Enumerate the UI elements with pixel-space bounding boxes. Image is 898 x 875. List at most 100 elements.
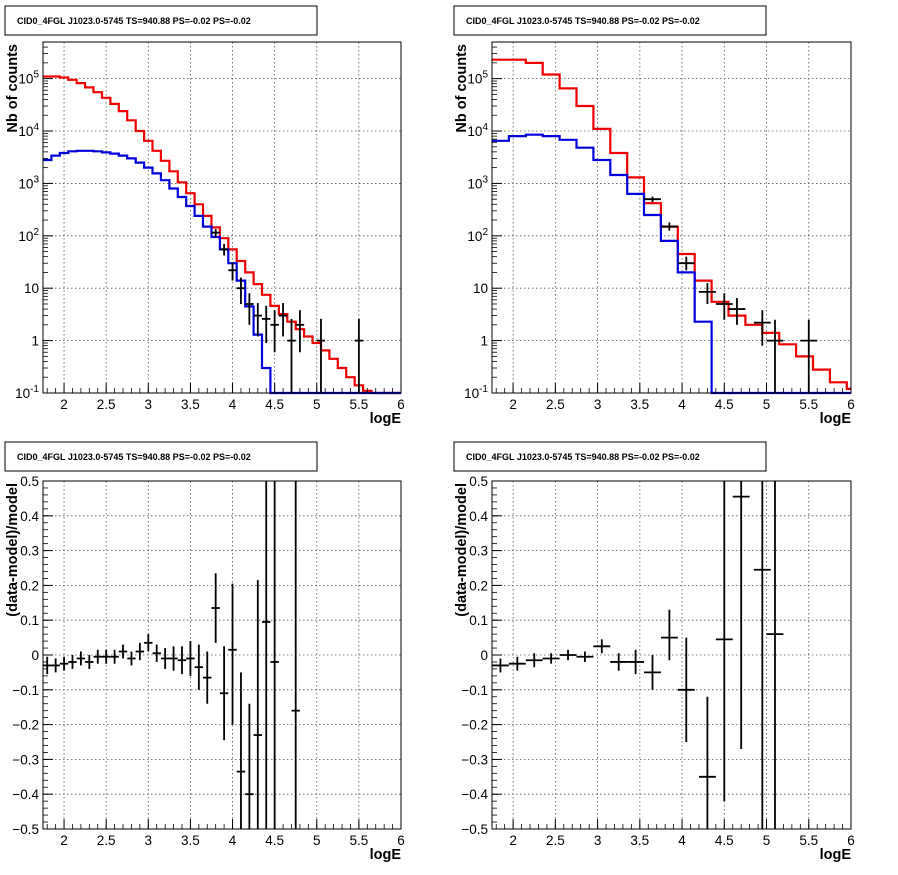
data-point [118,644,128,659]
data-point [203,651,212,704]
y-tick-label: 104 [467,122,488,139]
data-point [644,196,661,203]
title-box [4,441,318,472]
x-tick-label: 2.5 [546,833,565,848]
data-point [152,644,161,662]
x-tick-label: 2 [509,397,517,412]
y-tick-label: 102 [467,227,488,244]
data-point [144,634,153,652]
y-tick-label: 0.4 [469,509,488,524]
y-tick-label: 1 [480,334,488,349]
data-point [270,310,279,353]
y-tick-label: 0.5 [469,474,488,489]
data-point [253,303,263,337]
data-point [211,228,220,237]
data-point [316,318,326,393]
total-model-histogram [492,58,851,390]
data-point [525,653,543,668]
y-tick-label: 0.4 [20,509,39,524]
data-point [262,305,271,344]
chart-title: CID0_4FGL J1023.0-5745 TS=940.88 PS=-0.0… [466,16,700,26]
data-point [660,222,678,231]
data-point [59,656,69,671]
x-tick-label: 2.5 [97,833,116,848]
y-tick-label: −0.3 [461,752,488,767]
x-tick-label: 2 [60,833,68,848]
y-tick-label: 0.1 [469,613,488,628]
x-tick-label: 6 [397,833,405,848]
data-point [228,262,237,281]
y-tick-label: 103 [467,174,488,191]
x-tick-label: 6 [847,397,855,412]
data-point [295,310,305,353]
y-tick-label: −0.4 [12,787,39,802]
data-point [93,649,102,664]
x-tick-label: 3 [594,833,602,848]
y-tick-label: −0.1 [12,683,39,698]
x-axis-label: logE [370,847,402,863]
y-tick-label: 103 [18,174,39,191]
x-tick-label: 4 [229,397,237,412]
data-point [698,283,716,304]
data-point [753,310,771,346]
data-point [127,651,136,666]
y-tick-label: −0.5 [461,822,488,837]
data-point [135,642,145,661]
y-tick-label: −0.4 [461,787,488,802]
y-tick-label: 0.3 [20,544,39,559]
y-tick-label: 0.2 [20,578,39,593]
x-tick-label: 2.5 [97,397,116,412]
data-point [508,656,526,671]
x-tick-label: 3.5 [181,397,200,412]
x-tick-label: 2 [509,833,517,848]
data-point [219,646,229,741]
source-model-histogram [43,149,401,395]
x-tick-label: 3.5 [630,833,649,848]
data-point [101,649,111,664]
data-point [211,573,220,643]
x-tick-label: 5 [313,397,321,412]
data-point [593,639,611,654]
y-tick-label: 10 [473,281,488,296]
data-point [160,648,170,669]
x-tick-label: 6 [397,397,405,412]
data-point [766,319,784,393]
x-tick-label: 4 [229,833,237,848]
data-point [698,696,716,829]
y-tick-label: 0 [31,648,39,663]
panel-residuals-right: CID0_4FGL J1023.0-5745 TS=940.88 PS=-0.0… [453,441,855,863]
x-axis-label: logE [820,847,852,863]
data-point [627,649,645,675]
data-point [177,646,187,675]
x-tick-label: 4 [678,397,686,412]
y-tick-label: −0.1 [461,683,488,698]
y-tick-label: 10-1 [15,384,39,401]
data-point [43,656,52,675]
x-tick-label: 6 [847,833,855,848]
data-point [766,481,784,829]
data-point [660,609,678,661]
data-point [194,644,204,690]
y-tick-label: 0.3 [469,544,488,559]
chart-title: CID0_4FGL J1023.0-5745 TS=940.88 PS=-0.0… [17,452,251,462]
x-tick-label: 5 [763,397,771,412]
x-tick-label: 4.5 [265,397,284,412]
x-tick-label: 5.5 [799,397,818,412]
data-point [278,303,288,337]
panel-counts-right: CID0_4FGL J1023.0-5745 TS=940.88 PS=-0.0… [453,5,855,427]
y-tick-label: 105 [18,70,39,87]
data-point [576,651,594,662]
data-point [715,481,733,802]
x-tick-label: 2 [60,397,68,412]
y-tick-label: 1 [31,334,39,349]
data-point [677,637,695,742]
data-point [542,653,560,664]
x-tick-label: 3 [145,833,153,848]
x-tick-label: 4.5 [715,397,734,412]
panel-counts-left: CID0_4FGL J1023.0-5745 TS=940.88 PS=-0.0… [4,5,405,427]
y-tick-label: 10 [24,281,39,296]
data-point [76,651,86,666]
data-point [753,481,771,829]
data-point [559,649,577,661]
